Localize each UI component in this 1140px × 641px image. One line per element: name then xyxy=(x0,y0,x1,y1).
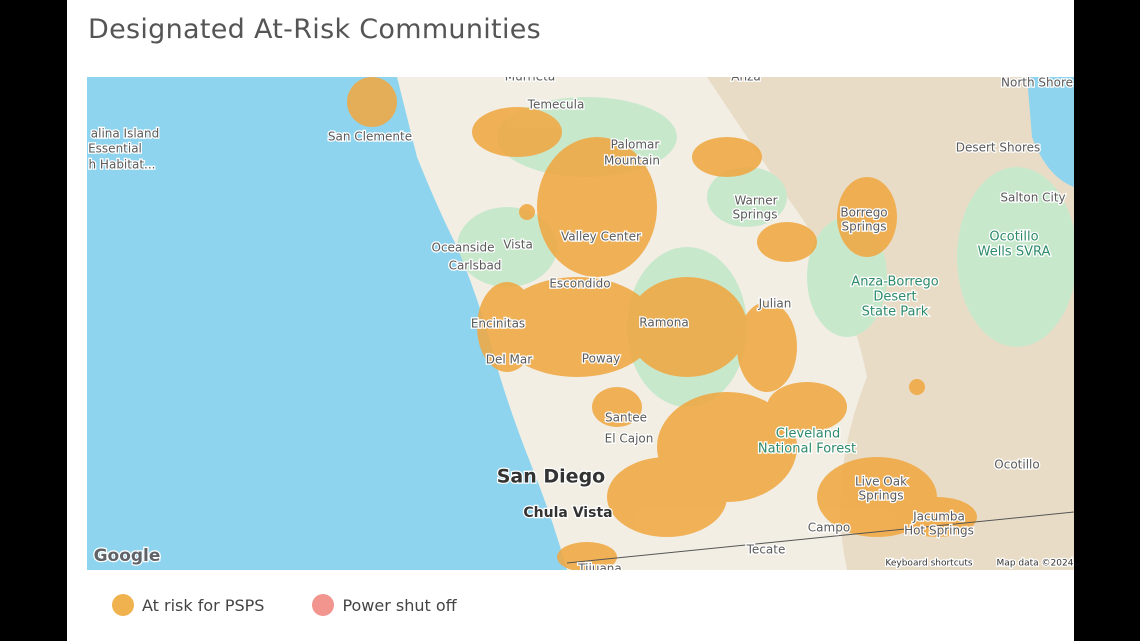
title: Designated At-Risk Communities xyxy=(88,14,542,45)
place-label: Chula Vista xyxy=(523,505,612,521)
place-label: Oceanside xyxy=(432,241,495,255)
place-label: San Diego xyxy=(497,466,605,488)
place-label: Temecula xyxy=(527,98,585,112)
place-label: Vista xyxy=(503,238,533,252)
place-label: Live Oak xyxy=(855,475,907,489)
place-label: Ocotillo xyxy=(989,230,1038,245)
panel: Designated At-Risk Communities Murrieta T… xyxy=(67,0,1074,641)
place-label: Anza xyxy=(731,77,760,84)
place-label: North Shore xyxy=(1001,77,1073,90)
place-label: San Clemente xyxy=(328,130,412,144)
place-label: Tecate xyxy=(746,543,786,557)
place-label: Jacumba xyxy=(912,510,965,524)
place-label: Warner xyxy=(734,194,777,208)
map-attribution: Keyboard shortcuts xyxy=(885,559,972,569)
place-label: Borrego xyxy=(840,206,887,220)
place-label: Salton City xyxy=(1000,191,1065,205)
place-label: Springs xyxy=(859,489,904,503)
place-label: Valley Center xyxy=(561,230,641,244)
legend-label: Power shut off xyxy=(342,595,457,615)
place-label: Desert xyxy=(873,290,916,305)
place-label: Ocotillo xyxy=(994,458,1039,472)
place-label: Wells SVRA xyxy=(978,245,1051,260)
place-label: El Cajon xyxy=(605,432,654,446)
map[interactable]: Murrieta Temecula Anza North Shore San Cleme… xyxy=(87,77,1074,570)
place-label: Santee xyxy=(605,411,647,425)
place-label: Springs xyxy=(733,208,778,222)
place-label: Encinitas xyxy=(471,317,525,331)
legend-item[interactable]: Power shut off xyxy=(312,594,457,616)
place-label: Springs xyxy=(842,220,887,234)
legend: At risk for PSPS Power shut off xyxy=(112,594,457,616)
place-label: Poway xyxy=(582,352,620,366)
place-label: Anza-Borrego xyxy=(851,275,938,290)
place-label: Hot Springs xyxy=(904,524,974,538)
place-label: h Habitat... xyxy=(89,158,156,172)
place-label: alina Island xyxy=(91,127,160,141)
place-label: Julian xyxy=(758,297,792,311)
place-label: Tijuana xyxy=(577,562,622,571)
place-label: Mountain xyxy=(604,154,660,168)
legend-swatch xyxy=(112,594,134,616)
legend-item[interactable]: At risk for PSPS xyxy=(112,594,264,616)
place-label: Murrieta xyxy=(505,77,555,84)
map-attribution: Map data ©2024 xyxy=(997,559,1074,569)
map-logo: Google xyxy=(94,546,161,566)
legend-label: At risk for PSPS xyxy=(142,595,265,615)
place-label: Palomar xyxy=(611,138,660,152)
place-label: Campo xyxy=(808,521,850,535)
place-label: Essential xyxy=(88,142,142,156)
place-label: Carlsbad xyxy=(449,259,502,273)
place-label: Del Mar xyxy=(486,353,532,367)
place-label: Escondido xyxy=(549,277,610,291)
place-label: National Forest xyxy=(758,442,856,457)
place-label: State Park xyxy=(862,305,929,320)
place-label: Ramona xyxy=(639,316,688,330)
place-label: Cleveland xyxy=(776,427,840,442)
place-label: Desert Shores xyxy=(956,141,1041,155)
legend-swatch xyxy=(312,594,335,616)
